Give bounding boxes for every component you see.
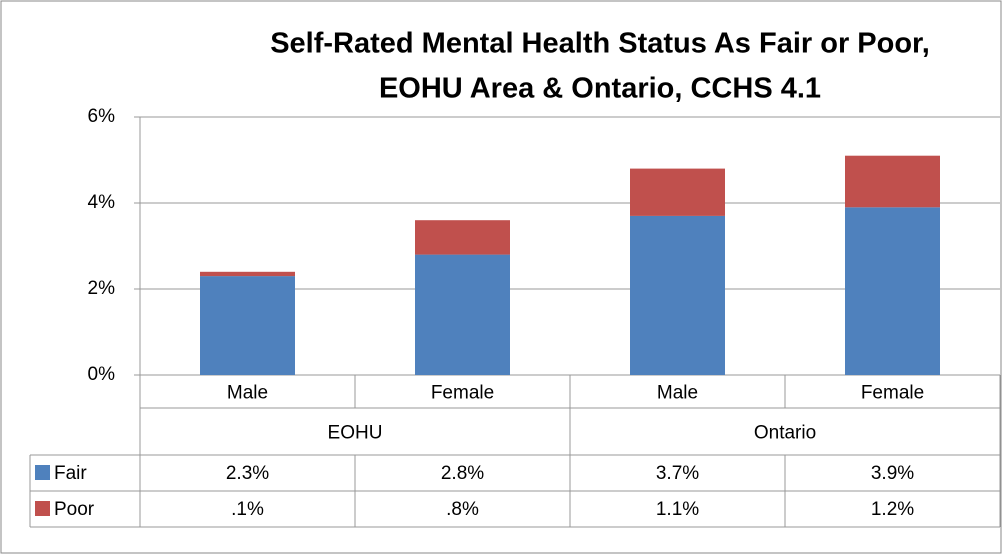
x-tick-label: Male bbox=[227, 383, 268, 404]
bar-segment bbox=[415, 220, 510, 255]
bar-segment bbox=[630, 215, 725, 375]
bar-segment bbox=[630, 168, 725, 216]
y-tick-label: 0% bbox=[88, 364, 116, 385]
group-label: Ontario bbox=[754, 423, 816, 444]
table-value: 2.8% bbox=[441, 463, 484, 484]
y-tick-label: 2% bbox=[88, 278, 116, 299]
table-value: .1% bbox=[231, 499, 264, 520]
table-value: 3.9% bbox=[871, 463, 914, 484]
bar-segment bbox=[200, 271, 295, 277]
chart-title: Self-Rated Mental Health Status As Fair … bbox=[270, 28, 930, 60]
table-value: 1.2% bbox=[871, 499, 914, 520]
legend-label: Poor bbox=[54, 499, 95, 520]
y-tick-label: 4% bbox=[88, 192, 116, 213]
x-tick-label: Female bbox=[861, 383, 924, 404]
x-tick-label: Female bbox=[431, 383, 494, 404]
legend-label: Fair bbox=[54, 463, 87, 484]
legend-swatch bbox=[35, 465, 50, 480]
bar-segment bbox=[845, 207, 940, 375]
table-value: .8% bbox=[446, 499, 479, 520]
legend-swatch bbox=[35, 501, 50, 516]
y-tick-label: 6% bbox=[88, 106, 116, 127]
table-value: 2.3% bbox=[226, 463, 269, 484]
x-tick-label: Male bbox=[657, 383, 698, 404]
group-label: EOHU bbox=[328, 423, 383, 444]
bar-segment bbox=[845, 155, 940, 208]
bar-segment bbox=[415, 254, 510, 375]
bar-segment bbox=[200, 276, 295, 375]
table-value: 3.7% bbox=[656, 463, 699, 484]
chart-title: EOHU Area & Ontario, CCHS 4.1 bbox=[379, 73, 821, 105]
table-value: 1.1% bbox=[656, 499, 699, 520]
